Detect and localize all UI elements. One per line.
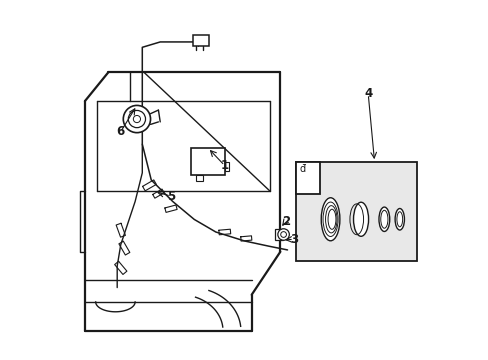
Circle shape	[277, 229, 289, 240]
Bar	[224, 162, 228, 171]
Polygon shape	[296, 162, 319, 194]
Bar	[275, 229, 283, 240]
Text: 6: 6	[117, 125, 124, 138]
Text: 4: 4	[364, 87, 371, 100]
Text: 1: 1	[220, 159, 228, 172]
Bar	[196, 175, 202, 181]
Ellipse shape	[378, 207, 389, 231]
Bar	[192, 36, 208, 45]
Text: 3: 3	[289, 233, 298, 246]
Text: 5: 5	[166, 190, 175, 203]
Text: đ: đ	[299, 163, 305, 174]
Circle shape	[123, 105, 150, 133]
Circle shape	[128, 111, 145, 128]
Text: 2: 2	[281, 215, 289, 228]
Circle shape	[280, 231, 286, 237]
Ellipse shape	[321, 198, 339, 241]
Ellipse shape	[394, 208, 404, 230]
Bar	[190, 148, 224, 175]
Ellipse shape	[380, 210, 387, 228]
Ellipse shape	[396, 212, 402, 227]
Ellipse shape	[353, 202, 368, 236]
Bar	[296, 162, 416, 261]
Circle shape	[133, 116, 140, 123]
